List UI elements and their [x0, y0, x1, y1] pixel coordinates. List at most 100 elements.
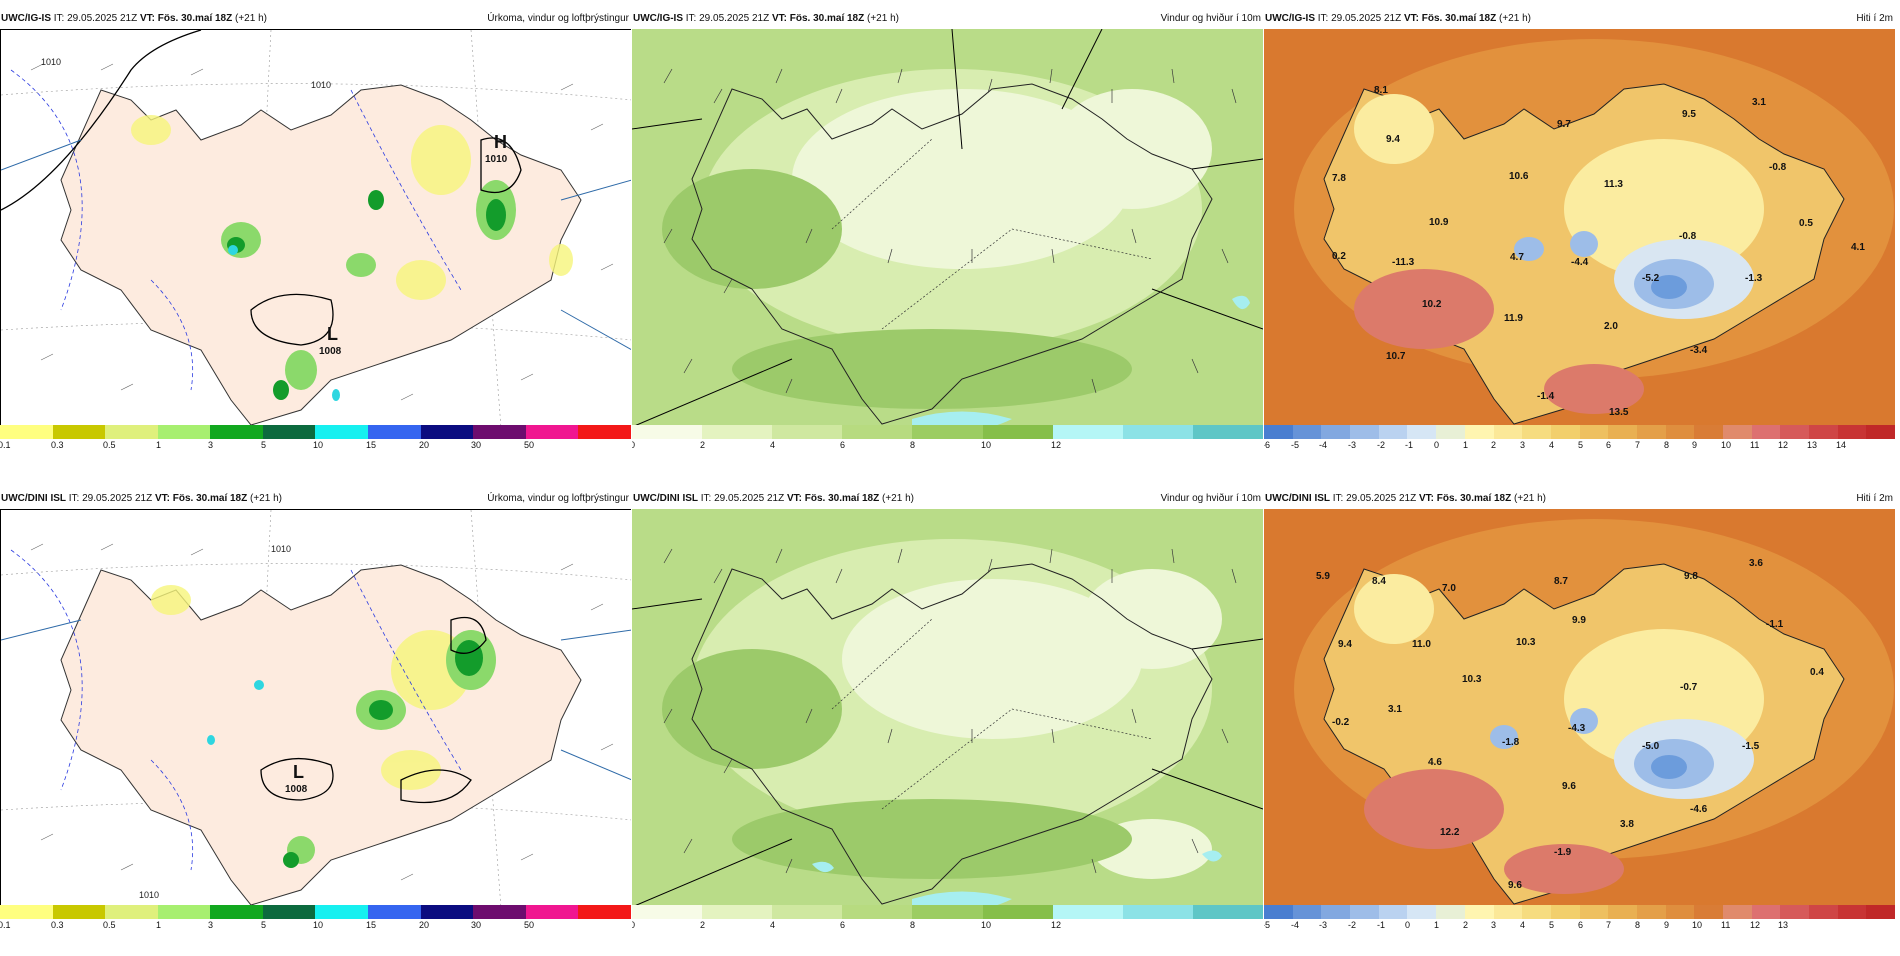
low-letter: L [293, 762, 304, 782]
it-value: 29.05.2025 21Z [699, 13, 770, 24]
wind-map[interactable] [632, 509, 1263, 907]
scale-swatch [1052, 905, 1123, 919]
temp-label: 7.0 [1442, 583, 1456, 594]
vt-label: VT: [1418, 493, 1434, 504]
scale-swatch [1751, 905, 1781, 919]
scale-tick-label: 4 [1549, 440, 1555, 450]
scale-tick-label: 0 [632, 440, 636, 450]
scale-tick-label: 12 [1750, 920, 1761, 930]
scale-tick-label: -3 [1348, 440, 1357, 450]
temp-label: 3.8 [1620, 819, 1634, 830]
scale-tick-label: 5 [261, 440, 267, 450]
temp-label: 8.1 [1374, 85, 1388, 96]
lead-time: (+21 h) [882, 493, 914, 504]
vt-value: Fös. 30.maí 18Z [1421, 13, 1497, 24]
scale-swatch [1350, 425, 1379, 439]
temp-label: 10.6 [1509, 171, 1529, 182]
scale-tick-label: -1 [1377, 920, 1386, 930]
scale-tick-label: 7 [1635, 440, 1641, 450]
temp-label: 9.5 [1682, 109, 1696, 120]
it-value: 29.05.2025 21Z [82, 493, 153, 504]
lead-time: (+21 h) [867, 13, 899, 24]
scale-swatch [420, 905, 474, 919]
scale-tick-label: 10 [981, 920, 992, 930]
temperature-map[interactable]: 5.9 8.4 7.0 8.7 9.8 3.6 9.9 9.4 11.0 10.… [1264, 509, 1895, 907]
scale-tick-label: 0.3 [51, 440, 64, 450]
temperature-map[interactable]: 8.1 3.1 9.5 9.4 9.7 7.8 10.6 11.3 -0.8 1… [1264, 29, 1895, 427]
temp-label: 9.7 [1557, 119, 1571, 130]
temp-label: -3.4 [1690, 345, 1708, 356]
scale-swatch [1264, 905, 1293, 919]
scale-tick-label: 0.1 [0, 440, 11, 450]
scale-tick-label: 4 [770, 920, 776, 930]
scale-swatch [105, 425, 158, 439]
scale-swatch [262, 905, 316, 919]
scale-swatch [842, 425, 913, 439]
scale-tick-label: 9 [1692, 440, 1698, 450]
precip-map[interactable]: H 1010 L 1008 1010 1010 [0, 29, 631, 428]
scale-swatch [982, 905, 1053, 919]
scale-swatch [157, 905, 211, 919]
it-value: 29.05.2025 21Z [714, 493, 785, 504]
precip-map[interactable]: L 1008 1010 1010 [0, 509, 631, 908]
scale-tick-label: 10 [313, 920, 324, 930]
temp-label: 2.0 [1604, 321, 1618, 332]
scale-tick-label: 50 [524, 440, 535, 450]
scale-swatch [420, 425, 474, 439]
field-name: Hiti í 2m [1856, 493, 1893, 504]
scale-tick-label: 14 [1836, 440, 1847, 450]
panel-r1-wind: UWC/IG-IS IT: 29.05.2025 21Z VT: Fös. 30… [632, 10, 1263, 476]
temp-label: 11.9 [1504, 313, 1523, 324]
field-name: Hiti í 2m [1856, 13, 1893, 24]
temp-label: 0.2 [1332, 251, 1346, 262]
scale-tick-label: 11 [1721, 920, 1731, 930]
scale-swatch [1866, 905, 1895, 919]
scale-swatch [1694, 425, 1723, 439]
scale-swatch [772, 905, 843, 919]
scale-ticks: 0 2 4 6 8 10 12 [632, 920, 1263, 932]
scale-tick-label: 2 [700, 440, 706, 450]
temp-label: -1.4 [1537, 391, 1555, 402]
wind-map[interactable] [632, 29, 1263, 427]
temp-label: -5.2 [1642, 273, 1660, 284]
temp-label: 10.7 [1386, 351, 1406, 362]
vt-label: VT: [139, 13, 155, 24]
precip-map-svg: L 1008 1010 1010 [1, 510, 631, 908]
temp-label: -1.5 [1742, 741, 1760, 752]
temp-label: 9.8 [1684, 571, 1698, 582]
scale-ticks: 0.1 0.3 0.5 1 3 5 10 15 20 30 50 [0, 440, 631, 452]
temp-label: 9.4 [1386, 134, 1400, 145]
temperature-map-svg: 5.9 8.4 7.0 8.7 9.8 3.6 9.9 9.4 11.0 10.… [1264, 509, 1895, 907]
scale-tick-label: 4 [770, 440, 776, 450]
scale-swatch [982, 425, 1053, 439]
scale-tick-label: 12 [1051, 920, 1062, 930]
temp-label: -4.6 [1690, 804, 1708, 815]
scale-tick-label: 1 [156, 920, 162, 930]
panel-r2-wind: UWC/DINI ISL IT: 29.05.2025 21Z VT: Fös.… [632, 490, 1263, 956]
scale-swatch [702, 905, 773, 919]
color-scale [0, 905, 631, 919]
it-value: 29.05.2025 21Z [1346, 493, 1417, 504]
scale-tick-label: 3 [208, 920, 214, 930]
model-name: UWC/DINI ISL [1, 493, 66, 504]
temp-label: 9.9 [1572, 615, 1586, 626]
temp-label: -11.3 [1392, 257, 1415, 268]
temp-label: 8.7 [1554, 576, 1568, 587]
scale-tick-label: 10 [313, 440, 324, 450]
scale-swatch [1780, 905, 1810, 919]
scale-tick-label: -4 [1291, 920, 1300, 930]
scale-ticks: 0 2 4 6 8 10 12 [632, 440, 1263, 452]
field-name: Vindur og hviður í 10m [1160, 13, 1261, 24]
it-label: IT: [53, 13, 65, 24]
temp-label: -0.8 [1679, 231, 1697, 242]
vt-label: VT: [771, 13, 787, 24]
panel-title: UWC/DINI ISL IT: 29.05.2025 21Z VT: Fös.… [1264, 490, 1895, 507]
temp-label: 11.3 [1604, 179, 1623, 190]
vt-value: Fös. 30.maí 18Z [789, 13, 865, 24]
scale-tick-label: 1 [1434, 920, 1440, 930]
isobar-label: 1010 [271, 544, 291, 554]
scale-tick-label: -4 [1319, 440, 1328, 450]
wind-map-svg [632, 29, 1263, 427]
scale-tick-label: 5 [261, 920, 267, 930]
